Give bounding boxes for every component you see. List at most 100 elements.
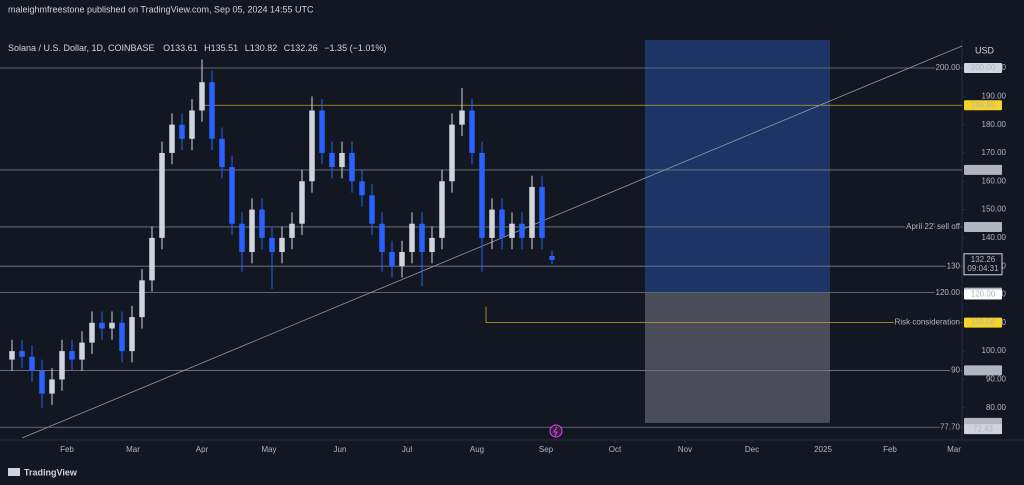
candle-body xyxy=(119,322,125,352)
candle-body xyxy=(249,209,255,253)
ohlc-label: O xyxy=(163,43,170,53)
candle-body xyxy=(419,223,425,253)
stop-zone xyxy=(645,292,830,423)
y-tick-label: 80.00 xyxy=(986,403,1007,412)
candle-body xyxy=(239,223,245,253)
candle-body xyxy=(9,351,15,360)
candle-body xyxy=(209,82,215,139)
candle-body xyxy=(309,110,315,182)
price-badge-label: 74.64 xyxy=(973,418,994,427)
x-tick-label: Feb xyxy=(883,445,897,454)
candle-body xyxy=(199,82,205,111)
price-badge-label: 93.18 xyxy=(973,366,994,375)
x-tick-label: Oct xyxy=(609,445,622,454)
lightning-icon xyxy=(549,424,563,438)
price-badge xyxy=(964,63,1002,74)
candle-body xyxy=(19,351,25,357)
plot: 200.00 April 22' sell off 130 120.00 Risk co… xyxy=(0,40,1007,454)
currency: USD xyxy=(975,45,995,55)
price-line-label: 77.70 xyxy=(940,422,961,431)
symbol-name: Solana / U.S. Dollar, 1D, COINBASE xyxy=(8,43,155,53)
x-tick-label: Aug xyxy=(470,445,484,454)
candle-body xyxy=(539,186,545,238)
candle-body xyxy=(129,317,135,352)
y-tick-label: 140.00 xyxy=(982,233,1007,242)
price-badge-label: 72.43 xyxy=(973,424,994,433)
candle-body xyxy=(459,110,465,125)
ohlc-label: C xyxy=(284,43,291,53)
candle-body xyxy=(99,322,105,329)
candle-body xyxy=(549,255,555,260)
candle-body xyxy=(29,356,35,371)
target-zone xyxy=(645,40,830,293)
price-line-label: 200.00 xyxy=(936,63,961,72)
price-line-label: April 22' sell off xyxy=(906,222,961,231)
candle-body xyxy=(189,110,195,139)
x-tick-label: Apr xyxy=(196,445,209,454)
ohlc-value: 130.82 xyxy=(250,43,278,53)
x-tick-label: Jul xyxy=(402,445,412,454)
x-tick-label: Nov xyxy=(678,445,692,454)
y-tick-label: 100.00 xyxy=(982,346,1007,355)
x-tick-label: May xyxy=(261,445,276,454)
price-badge xyxy=(964,317,1002,328)
header: maleighmfreestone published on TradingVi… xyxy=(8,4,314,14)
price-badge xyxy=(964,424,1002,435)
candle-body xyxy=(439,181,445,238)
price-badge-label: 120.00 xyxy=(971,290,996,299)
ohlc-value: 132.26 xyxy=(290,43,318,53)
candle-body xyxy=(489,209,495,238)
footer-brand: TradingView xyxy=(24,467,78,477)
x-tick-label: 2025 xyxy=(814,445,832,454)
candle-body xyxy=(169,124,175,153)
price-badge xyxy=(964,100,1002,111)
price-badge xyxy=(964,221,1002,232)
x-tick-label: Mar xyxy=(126,445,140,454)
candle-body xyxy=(449,124,455,182)
candle-body xyxy=(289,223,295,238)
price-badge-label: 186.85 xyxy=(971,100,996,109)
price-line-label: Risk consideration xyxy=(895,318,960,327)
y-tick-label: 150.00 xyxy=(982,205,1007,214)
price-badge-label: 110.06 xyxy=(971,318,995,327)
candle-body xyxy=(329,152,335,168)
last-price-badge xyxy=(963,253,1003,276)
price-line-label: 90 xyxy=(951,366,960,375)
price-badge xyxy=(964,164,1002,175)
candle-body xyxy=(279,237,285,253)
candle-body xyxy=(219,138,225,168)
candle-body xyxy=(159,152,165,238)
candle-body xyxy=(319,110,325,153)
candle-body xyxy=(519,223,525,238)
x-tick-label: Sep xyxy=(539,445,554,454)
price-line-label: 130 xyxy=(947,261,961,270)
symbol: Solana / U.S. Dollar, 1D, COINBASE O133.… xyxy=(8,43,386,53)
candle-body xyxy=(269,237,275,253)
price-badge-label: 143.86 xyxy=(971,222,996,231)
price-badge-label: 164.00 xyxy=(971,165,996,174)
candle-body xyxy=(79,342,85,360)
candle-body xyxy=(109,322,115,329)
candle-body xyxy=(409,223,415,253)
candle-body xyxy=(339,152,345,168)
change: −1.35 (−1.01%) xyxy=(324,43,386,53)
ohlc-label: H xyxy=(204,43,211,53)
candle-body xyxy=(229,167,235,224)
candle-body xyxy=(399,252,405,267)
candle-body xyxy=(429,237,435,253)
candle-body xyxy=(259,209,265,238)
candle-body xyxy=(499,209,505,238)
x-tick-label: Feb xyxy=(60,445,74,454)
candle-body xyxy=(69,351,75,360)
y-tick-label: 170.00 xyxy=(982,148,1007,157)
ohlc-value: 135.51 xyxy=(211,43,239,53)
candle-body xyxy=(479,152,485,238)
y-tick-label: 160.00 xyxy=(982,176,1007,185)
candle-body xyxy=(369,195,375,224)
price-badge xyxy=(964,365,1002,376)
x-tick-label: Mar xyxy=(947,445,961,454)
candle-body xyxy=(359,181,365,196)
price-line-label: 120.00 xyxy=(936,288,961,297)
